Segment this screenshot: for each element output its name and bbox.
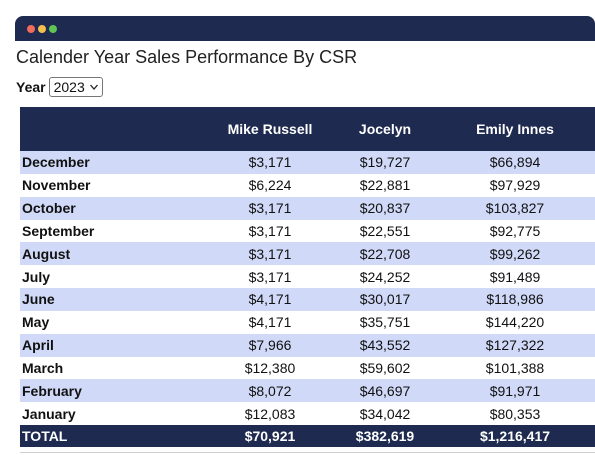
row-value: $101,388: [485, 360, 545, 377]
header-csr-3: Emily Innes: [476, 121, 554, 137]
row-month: September: [22, 222, 95, 239]
row-month: June: [22, 291, 55, 308]
row-month: January: [22, 405, 76, 422]
table-row: March $12,380 $59,602 $101,388: [20, 356, 595, 380]
row-value: $118,986: [486, 291, 544, 308]
row-value: $103,827: [485, 200, 545, 217]
row-value: $4,171: [248, 291, 292, 308]
row-value: $97,929: [489, 177, 541, 194]
row-value: $91,971: [489, 382, 541, 399]
table-row: October $3,171 $20,837 $103,827: [20, 196, 595, 220]
table-header-row: Mike Russell Jocelyn Emily Innes: [20, 107, 595, 151]
row-value: $24,252: [359, 268, 411, 285]
row-value: $80,353: [489, 405, 541, 422]
row-value: $6,224: [248, 177, 292, 194]
table-row: April $7,966 $43,552 $127,322: [20, 333, 595, 357]
row-value: $30,017: [359, 291, 411, 308]
row-value: $91,489: [489, 268, 541, 285]
row-value: $46,697: [359, 382, 411, 399]
row-month: February: [22, 382, 82, 399]
header-csr-2: Jocelyn: [358, 121, 412, 137]
bottom-divider: [20, 452, 595, 453]
row-value: $35,751: [359, 314, 411, 331]
row-value: $4,171: [248, 314, 292, 331]
row-value: $3,171: [248, 154, 292, 171]
row-month: August: [22, 245, 71, 262]
row-month: December: [22, 154, 90, 171]
row-value: $59,602: [359, 360, 411, 377]
year-select[interactable]: 2023: [48, 77, 103, 97]
total-value: $382,619: [355, 428, 415, 445]
row-month: May: [22, 314, 50, 331]
row-value: $19,727: [359, 154, 411, 171]
row-month: October: [22, 200, 76, 217]
row-value: $144,220: [485, 314, 545, 331]
table-row: June $4,171 $30,017 $118,986: [20, 288, 595, 311]
table-row: September $3,171 $22,551 $92,775: [20, 219, 595, 243]
row-value: $99,262: [489, 245, 541, 262]
row-value: $8,072: [248, 382, 292, 399]
row-value: $22,551: [359, 222, 411, 239]
row-value: $7,966: [248, 337, 292, 354]
window-minimize-dot[interactable]: [38, 25, 46, 33]
row-value: $3,171: [248, 200, 292, 217]
window-zoom-dot[interactable]: [49, 25, 57, 33]
table-row: January $12,083 $34,042 $80,353: [20, 402, 595, 426]
header-csr-1: Mike Russell: [227, 121, 313, 137]
row-value: $3,171: [248, 268, 292, 285]
table-row: July $3,171 $24,252 $91,489: [20, 265, 595, 289]
table-row: February $8,072 $46,697 $91,971: [20, 379, 595, 403]
row-value: $127,322: [485, 337, 545, 354]
table-row: November $6,224 $22,881 $97,929: [20, 173, 595, 197]
row-value: $22,708: [359, 245, 411, 262]
window-titlebar: [15, 16, 595, 41]
page-title: Calender Year Sales Performance By CSR: [16, 47, 358, 67]
row-value: $3,171: [248, 222, 292, 239]
row-month: April: [22, 337, 54, 354]
row-month: March: [22, 360, 64, 377]
row-value: $43,552: [359, 337, 411, 354]
row-value: $22,881: [359, 177, 411, 194]
row-value: $66,894: [489, 154, 541, 171]
row-value: $92,775: [489, 222, 541, 239]
header-month: [20, 107, 205, 151]
window-close-dot[interactable]: [27, 25, 35, 33]
total-value: $1,216,417: [479, 428, 551, 445]
row-value: $20,837: [359, 200, 411, 217]
row-month: July: [22, 268, 51, 285]
row-month: November: [22, 177, 91, 194]
year-label: Year: [16, 79, 46, 95]
row-value: $3,171: [248, 245, 292, 262]
year-select-value: 2023: [53, 79, 85, 95]
row-value: $12,083: [244, 405, 296, 422]
chevron-down-icon: [89, 84, 98, 90]
total-value: $70,921: [244, 428, 296, 445]
year-filter: Year 2023: [16, 77, 103, 97]
table-row: August $3,171 $22,708 $99,262: [20, 242, 595, 266]
total-label: TOTAL: [22, 428, 68, 445]
row-value: $12,380: [244, 360, 296, 377]
total-row: TOTAL $70,921 $382,619 $1,216,417: [20, 425, 595, 448]
table-row: December $3,171 $19,727 $66,894: [20, 151, 595, 174]
row-value: $34,042: [359, 405, 411, 422]
table-row: May $4,171 $35,751 $144,220: [20, 310, 595, 334]
sales-table: Mike Russell Jocelyn Emily Innes Decembe…: [20, 107, 595, 448]
